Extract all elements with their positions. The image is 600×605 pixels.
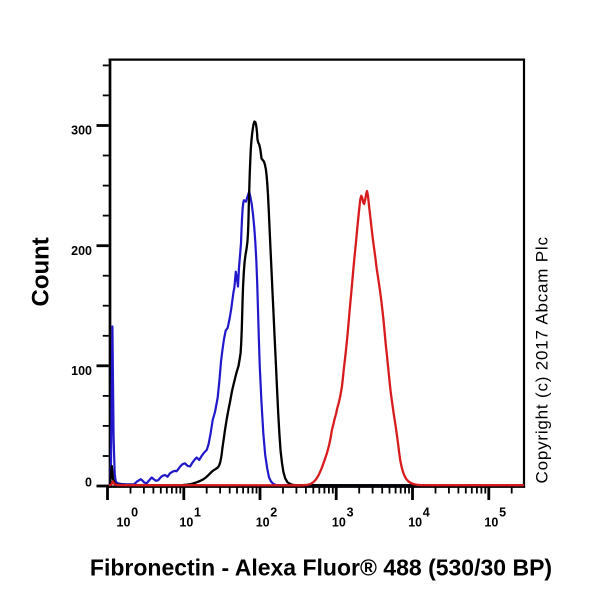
svg-text:10: 10 [179, 516, 193, 530]
svg-text:1: 1 [194, 506, 201, 520]
svg-text:0: 0 [85, 476, 92, 490]
svg-text:Count: Count [28, 237, 55, 306]
svg-text:10: 10 [332, 516, 346, 530]
svg-text:10: 10 [484, 516, 498, 530]
svg-text:10: 10 [256, 516, 270, 530]
svg-text:4: 4 [423, 506, 430, 520]
svg-text:200: 200 [71, 244, 92, 258]
svg-text:Fibronectin - Alexa Fluor® 488: Fibronectin - Alexa Fluor® 488 (530/30 B… [90, 555, 552, 581]
svg-text:10: 10 [117, 516, 131, 530]
svg-text:2: 2 [270, 506, 277, 520]
svg-text:5: 5 [499, 506, 506, 520]
svg-text:100: 100 [71, 364, 92, 378]
svg-text:Copyright (c) 2017 Abcam Plc: Copyright (c) 2017 Abcam Plc [533, 236, 552, 483]
svg-text:300: 300 [71, 124, 92, 138]
svg-text:10: 10 [408, 516, 422, 530]
svg-text:0: 0 [131, 506, 138, 520]
svg-text:3: 3 [347, 506, 354, 520]
